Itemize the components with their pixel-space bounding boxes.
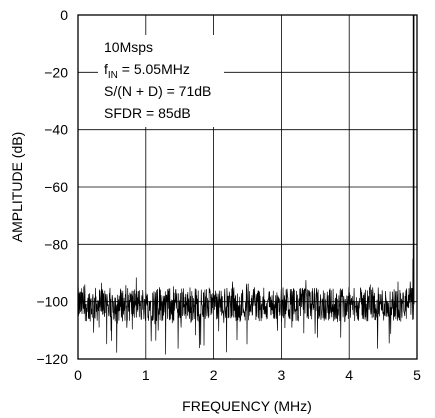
y-tick-labels: 0 −20 −40 −60 −80 −100 −120 xyxy=(36,7,68,367)
noise-trace xyxy=(77,258,414,355)
x-axis-title: FREQUENCY (MHz) xyxy=(182,398,312,414)
y-tick-label: −80 xyxy=(44,236,68,252)
x-tick-label: 5 xyxy=(413,367,421,383)
annotation-snr: S/(N + D) = 71dB xyxy=(104,83,211,99)
y-tick-label: −20 xyxy=(44,64,68,80)
annotation-f: f xyxy=(104,61,108,77)
x-tick-label: 0 xyxy=(74,367,82,383)
y-tick-label: −100 xyxy=(36,294,68,310)
annotation-sample-rate: 10Msps xyxy=(104,39,153,55)
plot-frame xyxy=(77,14,418,360)
annotation-frequency-value: = 5.05MHz xyxy=(118,61,190,77)
annotation-sfdr: SFDR = 85dB xyxy=(104,105,191,121)
x-tick-label: 3 xyxy=(278,367,286,383)
annotation-input-frequency: fIN = 5.05MHz xyxy=(104,61,190,81)
y-tick-label: 0 xyxy=(60,7,68,23)
x-tick-label: 2 xyxy=(210,367,218,383)
y-tick-label: −60 xyxy=(44,179,68,195)
x-tick-label: 4 xyxy=(345,367,353,383)
x-tick-label: 1 xyxy=(142,367,150,383)
y-tick-label: −120 xyxy=(36,351,68,367)
y-tick-label: −40 xyxy=(44,122,68,138)
x-tick-labels: 0 1 2 3 4 5 xyxy=(74,367,421,383)
y-axis-title: AMPLITUDE (dB) xyxy=(9,132,25,242)
annotation-background xyxy=(98,35,224,127)
annotation-in-subscript: IN xyxy=(108,70,118,81)
spectrum-series xyxy=(77,15,415,355)
annotation-box: 10Msps fIN = 5.05MHz S/(N + D) = 71dB SF… xyxy=(98,35,224,127)
